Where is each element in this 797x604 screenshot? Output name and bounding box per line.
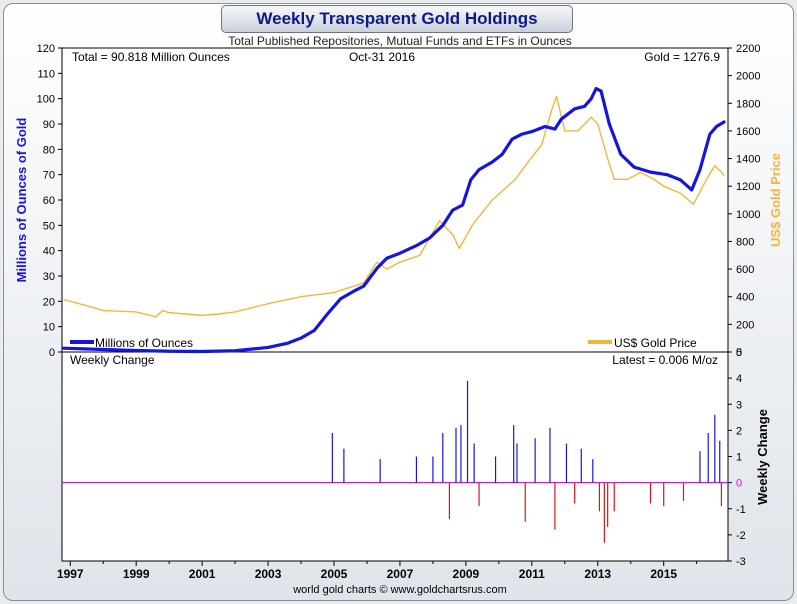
y-tick-label-price: 400 <box>736 292 754 304</box>
series-line-holdings <box>62 86 726 354</box>
y-tick-label-holdings: 70 <box>43 170 55 182</box>
y-tick-label-holdings: 10 <box>43 322 55 334</box>
subtitle: Total Published Repositories, Mutual Fun… <box>228 34 572 48</box>
y-axis-label-change: Weekly Change <box>755 409 770 505</box>
chart-title: Weekly Transparent Gold Holdings <box>221 5 573 33</box>
x-tick-label: 2005 <box>321 567 348 581</box>
x-tick-label: 2007 <box>387 567 414 581</box>
info-gold: Gold = 1276.9 <box>644 50 720 64</box>
y-tick-label-holdings: 20 <box>43 296 55 308</box>
y-axis-label-holdings: Millions of Ounces of Gold <box>14 118 29 283</box>
y-tick-label-change: 2 <box>736 425 742 437</box>
y-tick-label-price: 1800 <box>736 98 760 110</box>
x-tick-label: 2003 <box>255 567 282 581</box>
y-tick-label-holdings: 90 <box>43 119 55 131</box>
x-tick-label: 2015 <box>650 567 677 581</box>
y-tick-label-holdings: 50 <box>43 220 55 232</box>
legend-price-label: US$ Gold Price <box>614 336 697 350</box>
y-tick-label-price: 1200 <box>736 181 760 193</box>
y-tick-label-holdings: 0 <box>49 347 55 359</box>
y-tick-label-price: 0 <box>736 347 742 359</box>
info-latest: Latest = 0.006 M/oz <box>612 353 718 367</box>
info-total: Total = 90.818 Million Ounces <box>72 50 230 64</box>
y-tick-label-price: 2200 <box>736 43 760 55</box>
y-tick-label-change: 5 <box>736 347 742 359</box>
y-tick-label-change: 3 <box>736 399 742 411</box>
y-tick-label-price: 1400 <box>736 154 760 166</box>
x-tick-label: 2001 <box>189 567 216 581</box>
y-tick-label-change: 0 <box>736 478 742 490</box>
y-axis-label-price: US$ Gold Price <box>768 153 783 247</box>
lower-panel-title: Weekly Change <box>70 353 155 367</box>
footer-credit: world gold charts © www.goldchartsrus.co… <box>292 584 507 596</box>
y-tick-label-price: 1600 <box>736 126 760 138</box>
y-tick-label-change: 1 <box>736 452 742 464</box>
y-tick-label-price: 1000 <box>736 209 760 221</box>
y-tick-label-holdings: 110 <box>37 68 55 80</box>
y-tick-label-change: 4 <box>736 373 742 385</box>
y-tick-label-change: -2 <box>736 530 746 542</box>
y-tick-label-price: 2000 <box>736 71 760 83</box>
legend-price: US$ Gold Price <box>588 336 697 350</box>
x-tick-label: 1999 <box>123 567 150 581</box>
y-tick-label-price: 600 <box>736 264 754 276</box>
y-tick-label-holdings: 100 <box>37 94 55 106</box>
y-tick-label-holdings: 40 <box>43 246 55 258</box>
y-tick-label-holdings: 60 <box>43 195 55 207</box>
y-tick-label-price: 200 <box>736 319 754 331</box>
y-tick-label-change: -1 <box>736 504 746 516</box>
legend-holdings-label: Millions of Ounces <box>95 336 193 350</box>
y-tick-label-holdings: 30 <box>43 271 55 283</box>
series-line-price <box>63 95 725 318</box>
y-tick-label-holdings: 120 <box>37 43 55 55</box>
x-tick-label: 2013 <box>584 567 611 581</box>
plot-area <box>61 47 729 562</box>
x-tick-label: 1997 <box>57 567 84 581</box>
x-tick-label: 2009 <box>453 567 480 581</box>
info-date: Oct-31 2016 <box>349 50 415 64</box>
x-tick-label: 2011 <box>519 567 545 581</box>
y-tick-label-price: 800 <box>736 236 754 248</box>
y-tick-label-change: -3 <box>736 556 746 568</box>
legend-holdings: Millions of Ounces <box>70 336 193 350</box>
y-tick-label-holdings: 80 <box>43 144 55 156</box>
